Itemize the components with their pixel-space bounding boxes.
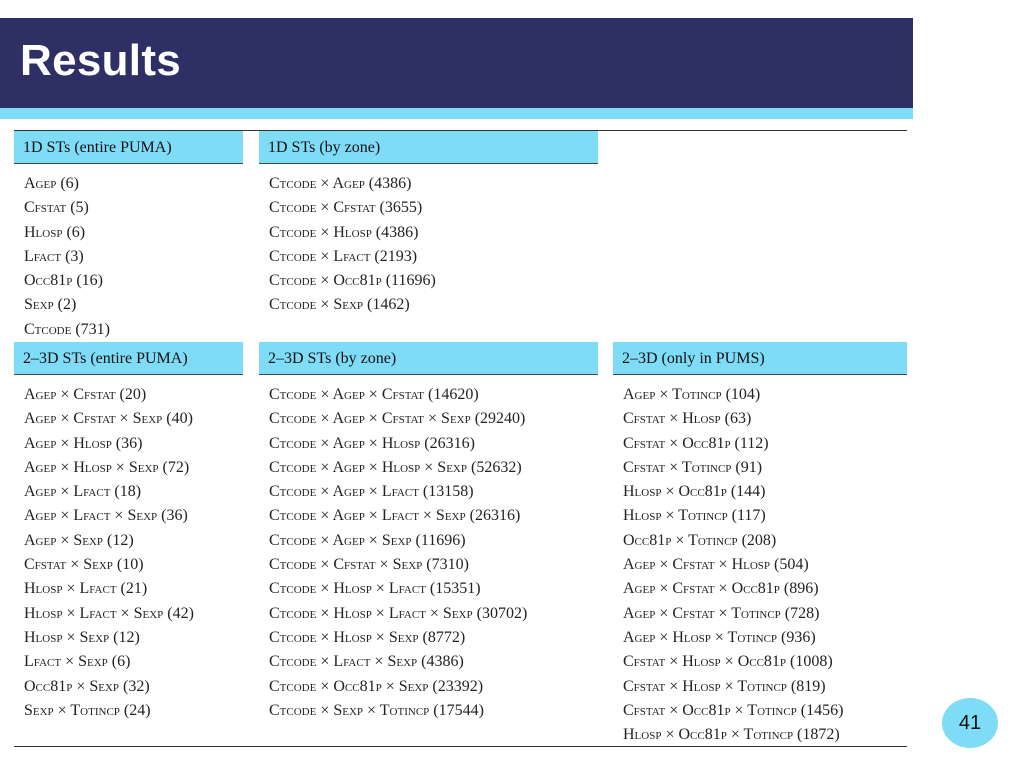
panel-header: 2–3D STs (entire PUMA) [14, 342, 243, 375]
slide-title: Results [20, 36, 182, 85]
list-item: Ctcode (731) [24, 320, 110, 338]
table-bottom-rule [14, 746, 907, 747]
list-item: Agep × Hlosp (36) [24, 434, 143, 452]
list-item: Cfstat × Occ81p (112) [623, 434, 769, 452]
list-item: Agep × Cfstat × Occ81p (896) [623, 580, 819, 598]
list-item: Ctcode × Agep × Hlosp (26316) [269, 434, 475, 452]
list-item: Ctcode × Occ81p × Sexp (23392) [269, 677, 484, 695]
panel-header: 2–3D STs (by zone) [259, 342, 598, 375]
list-item: Ctcode × Sexp (1462) [269, 296, 410, 314]
panel-1d-entire-puma: 1D STs (entire PUMA) Agep (6) Cfstat (5) H… [14, 131, 243, 342]
list-item: Ctcode × Lfact × Sexp (4386) [269, 653, 464, 671]
list-item: Agep (6) [24, 175, 79, 192]
panel-list: Agep × Cfstat (20) Agep × Cfstat × Sexp (… [14, 383, 243, 723]
list-item: Ctcode × Agep × Lfact × Sexp (26316) [269, 507, 521, 525]
list-item: Hlosp × Sexp (12) [24, 628, 140, 646]
panel-list: Agep (6) Cfstat (5) Hlosp (6) Lfact (3) Occ8… [14, 172, 243, 342]
list-item: Ctcode × Agep × Lfact (13158) [269, 483, 474, 501]
panel-2-3d-entire-puma: 2–3D STs (entire PUMA) Agep × Cfstat (20… [14, 342, 243, 723]
list-item: Ctcode × Hlosp × Lfact (15351) [269, 580, 481, 598]
list-item: Cfstat (5) [24, 199, 89, 217]
table-top-rule [14, 130, 907, 131]
list-item: Ctcode × Lfact (2193) [269, 247, 418, 265]
list-item: Ctcode × Sexp × Totincp (17544) [269, 701, 484, 719]
list-item: Hlosp × Occ81p (144) [623, 483, 766, 501]
panel-2-3d-only-in-pums: 2–3D (only in PUMS) Agep × Totincp (104)… [613, 342, 907, 747]
list-item: Occ81p × Sexp (32) [24, 677, 150, 695]
list-item: Cfstat × Hlosp × Occ81p (1008) [623, 653, 833, 671]
list-item: Ctcode × Agep × Sexp (11696) [269, 531, 466, 549]
panel-list: Agep × Totincp (104) Cfstat × Hlosp (63) C… [613, 383, 907, 747]
list-item: Sexp (2) [24, 296, 77, 314]
list-item: Cfstat × Totincp (91) [623, 458, 763, 476]
list-item: Ctcode × Agep (4386) [269, 175, 412, 192]
list-item: Agep × Lfact (18) [24, 483, 142, 501]
panel-2-3d-by-zone: 2–3D STs (by zone) Ctcode × Agep × Cfsta… [259, 342, 598, 723]
list-item: Agep × Cfstat × Sexp (40) [24, 410, 193, 428]
list-item: Agep × Sexp (12) [24, 531, 134, 549]
panel-header: 2–3D (only in PUMS) [613, 342, 907, 375]
title-accent-stripe [0, 108, 913, 119]
list-item: Ctcode × Hlosp × Lfact × Sexp (30702) [269, 604, 528, 622]
panel-list: Ctcode × Agep (4386) Ctcode × Cfstat (365… [259, 172, 598, 318]
list-item: Agep × Hlosp × Totincp (936) [623, 628, 816, 646]
list-item: Agep × Cfstat × Totincp (728) [623, 604, 820, 622]
list-item: Hlosp × Totincp (117) [623, 507, 766, 525]
list-item: Ctcode × Agep × Hlosp × Sexp (52632) [269, 458, 522, 476]
list-item: Ctcode × Cfstat (3655) [269, 199, 423, 217]
title-bar: Results [0, 18, 913, 108]
panel-header: 1D STs (by zone) [259, 131, 598, 164]
list-item: Ctcode × Agep × Cfstat (14620) [269, 386, 479, 403]
list-item: Ctcode × Agep × Cfstat × Sexp (29240) [269, 410, 526, 428]
panel-1d-by-zone: 1D STs (by zone) Ctcode × Agep (4386) Ctc… [259, 131, 598, 318]
panel-list: Ctcode × Agep × Cfstat (14620) Ctcode × A… [259, 383, 598, 723]
list-item: Ctcode × Cfstat × Sexp (7310) [269, 556, 469, 574]
list-item: Lfact (3) [24, 247, 84, 265]
list-item: Agep × Lfact × Sexp (36) [24, 507, 188, 525]
panel-header: 1D STs (entire PUMA) [14, 131, 243, 164]
list-item: Ctcode × Hlosp (4386) [269, 223, 419, 241]
page-number-badge: 41 [942, 698, 998, 748]
list-item: Occ81p × Totincp (208) [623, 531, 777, 549]
list-item: Cfstat × Sexp (10) [24, 556, 144, 574]
list-item: Agep × Cfstat (20) [24, 386, 147, 403]
list-item: Hlosp × Lfact (21) [24, 580, 148, 598]
list-item: Agep × Cfstat × Hlosp (504) [623, 556, 809, 574]
list-item: Agep × Totincp (104) [623, 386, 761, 403]
list-item: Hlosp (6) [24, 223, 86, 241]
list-item: Ctcode × Hlosp × Sexp (8772) [269, 628, 466, 646]
list-item: Agep × Hlosp × Sexp (72) [24, 458, 190, 476]
list-item: Cfstat × Hlosp × Totincp (819) [623, 677, 826, 695]
list-item: Sexp × Totincp (24) [24, 701, 151, 719]
list-item: Ctcode × Occ81p (11696) [269, 272, 436, 290]
list-item: Cfstat × Occ81p × Totincp (1456) [623, 701, 844, 719]
list-item: Occ81p (16) [24, 272, 104, 290]
list-item: Hlosp × Occ81p × Totincp (1872) [623, 726, 840, 744]
list-item: Cfstat × Hlosp (63) [623, 410, 752, 428]
list-item: Hlosp × Lfact × Sexp (42) [24, 604, 194, 622]
list-item: Lfact × Sexp (6) [24, 653, 131, 671]
